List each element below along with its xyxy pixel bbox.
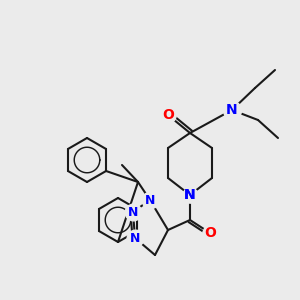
Text: O: O xyxy=(204,226,216,240)
Text: N: N xyxy=(226,103,238,117)
Text: O: O xyxy=(162,108,174,122)
Text: N: N xyxy=(145,194,155,206)
Text: N: N xyxy=(130,232,140,244)
Text: N: N xyxy=(128,206,138,218)
Text: N: N xyxy=(184,188,196,202)
Text: N: N xyxy=(184,188,196,202)
